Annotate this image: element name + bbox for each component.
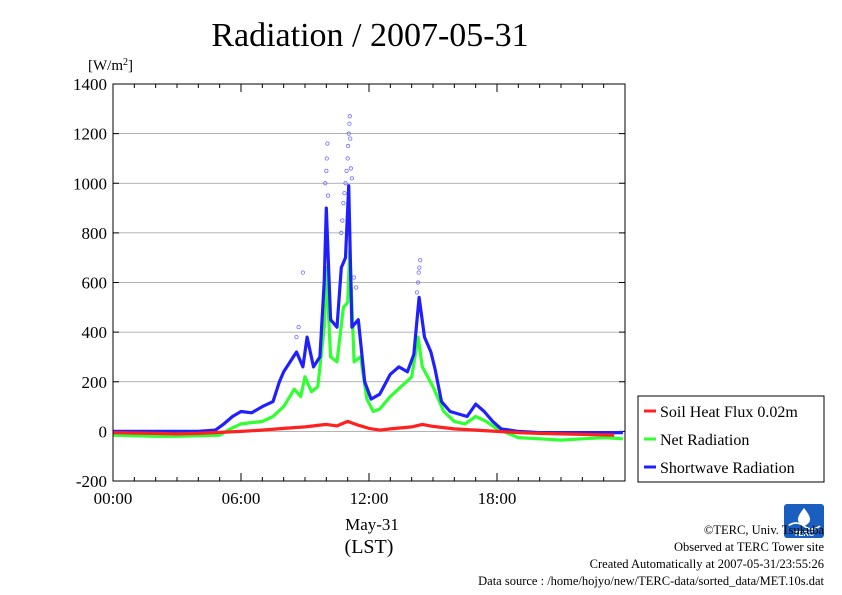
legend-label: Soil Heat Flux 0.02m	[660, 404, 798, 421]
legend-label: Net Radiation	[660, 432, 749, 449]
series-lines	[112, 184, 623, 442]
shortwave-peak-point	[415, 280, 421, 285]
shortwave-peak-point	[347, 114, 352, 119]
shortwave-peak-point	[414, 290, 420, 295]
y-axis-unit-open: [W/m	[88, 58, 123, 74]
footer-site: Observed at TERC Tower site	[674, 540, 824, 554]
y-tick-label: -200	[76, 472, 107, 491]
shortwave-peak-point	[342, 191, 347, 196]
shortwave-peak-point	[296, 325, 301, 330]
footer-source: Data source : /home/hojyo/new/TERC-data/…	[478, 574, 824, 588]
shortwave-peak-point	[344, 168, 349, 173]
shortwave-peak-point	[417, 265, 422, 270]
plot-frame	[112, 83, 626, 482]
shortwave-peak-point	[418, 258, 423, 263]
shortwave-peak-point	[340, 218, 345, 223]
y-tick-label: 400	[82, 323, 108, 342]
y-tick-label: 0	[99, 422, 108, 441]
x-tick-label: 00:00	[94, 489, 133, 508]
footer-copyright: ©TERC, Univ. Tsukuba	[704, 523, 825, 537]
shortwave-peak-point	[325, 193, 331, 198]
shortwave-peak-point	[416, 270, 421, 275]
logo-text: TERC	[794, 529, 815, 538]
shortwave-peak-point	[346, 131, 351, 136]
water-drop-icon	[797, 508, 811, 526]
terc-logo: TERC	[784, 504, 824, 538]
shortwave-peak-point	[345, 143, 351, 149]
x-axis-label: (LST)	[345, 536, 394, 558]
series-line-shortwave-radiation	[113, 184, 623, 435]
x-tick-label: 18:00	[478, 489, 517, 508]
legend-label: Shortwave Radiation	[660, 460, 795, 477]
y-tick-labels: -200 0 200 400 600 800 1000 1200 1400	[73, 75, 107, 491]
shortwave-peak-points	[294, 114, 423, 340]
shortwave-peak-point	[351, 275, 357, 280]
series-line-soil-heat-flux-0-02m	[112, 419, 615, 437]
legend-box	[637, 395, 825, 483]
shortwave-peak-point	[294, 334, 299, 340]
shortwave-peak-point	[345, 156, 350, 161]
footer-created: Created Automatically at 2007-05-31/23:5…	[590, 557, 824, 571]
series-line-net-radiation	[112, 248, 623, 442]
x-tick-labels: 00:00 06:00 12:00 18:00	[94, 489, 517, 508]
x-tick-label: 12:00	[350, 489, 389, 508]
y-axis-unit-sup: 2	[123, 57, 128, 68]
shortwave-peak-point	[348, 136, 353, 141]
y-tick-label: 1000	[73, 174, 107, 193]
shortwave-peak-point	[325, 141, 330, 146]
y-tick-label: 800	[82, 224, 108, 243]
shortwave-peak-point	[347, 121, 352, 126]
shortwave-peak-point	[300, 270, 305, 275]
shortwave-peak-point	[324, 168, 329, 173]
shortwave-peak-point	[341, 201, 346, 206]
chart-title: Radiation / 2007-05-31	[211, 17, 528, 54]
shortwave-peak-point	[354, 285, 359, 290]
legend: Soil Heat Flux 0.02m Net Radiation Shortwa…	[637, 395, 825, 483]
x-axis-date-label: May-31	[345, 515, 399, 534]
y-axis-unit: [W/m2]	[88, 57, 133, 75]
grid-lines	[112, 83, 626, 482]
shortwave-peak-point	[324, 156, 329, 161]
shortwave-peak-point	[323, 181, 328, 186]
shortwave-peak-point	[339, 230, 344, 235]
y-tick-label: 1200	[73, 125, 107, 144]
wave-icon	[787, 522, 821, 530]
x-tick-label: 06:00	[222, 489, 261, 508]
shortwave-peak-point	[349, 176, 355, 181]
y-tick-label: 600	[82, 274, 108, 293]
shortwave-peak-point	[343, 181, 348, 186]
shortwave-peak-point	[348, 166, 353, 171]
y-tick-label: 1400	[73, 75, 107, 94]
y-tick-label: 200	[82, 373, 108, 392]
y-axis-unit-close: ]	[128, 58, 133, 74]
